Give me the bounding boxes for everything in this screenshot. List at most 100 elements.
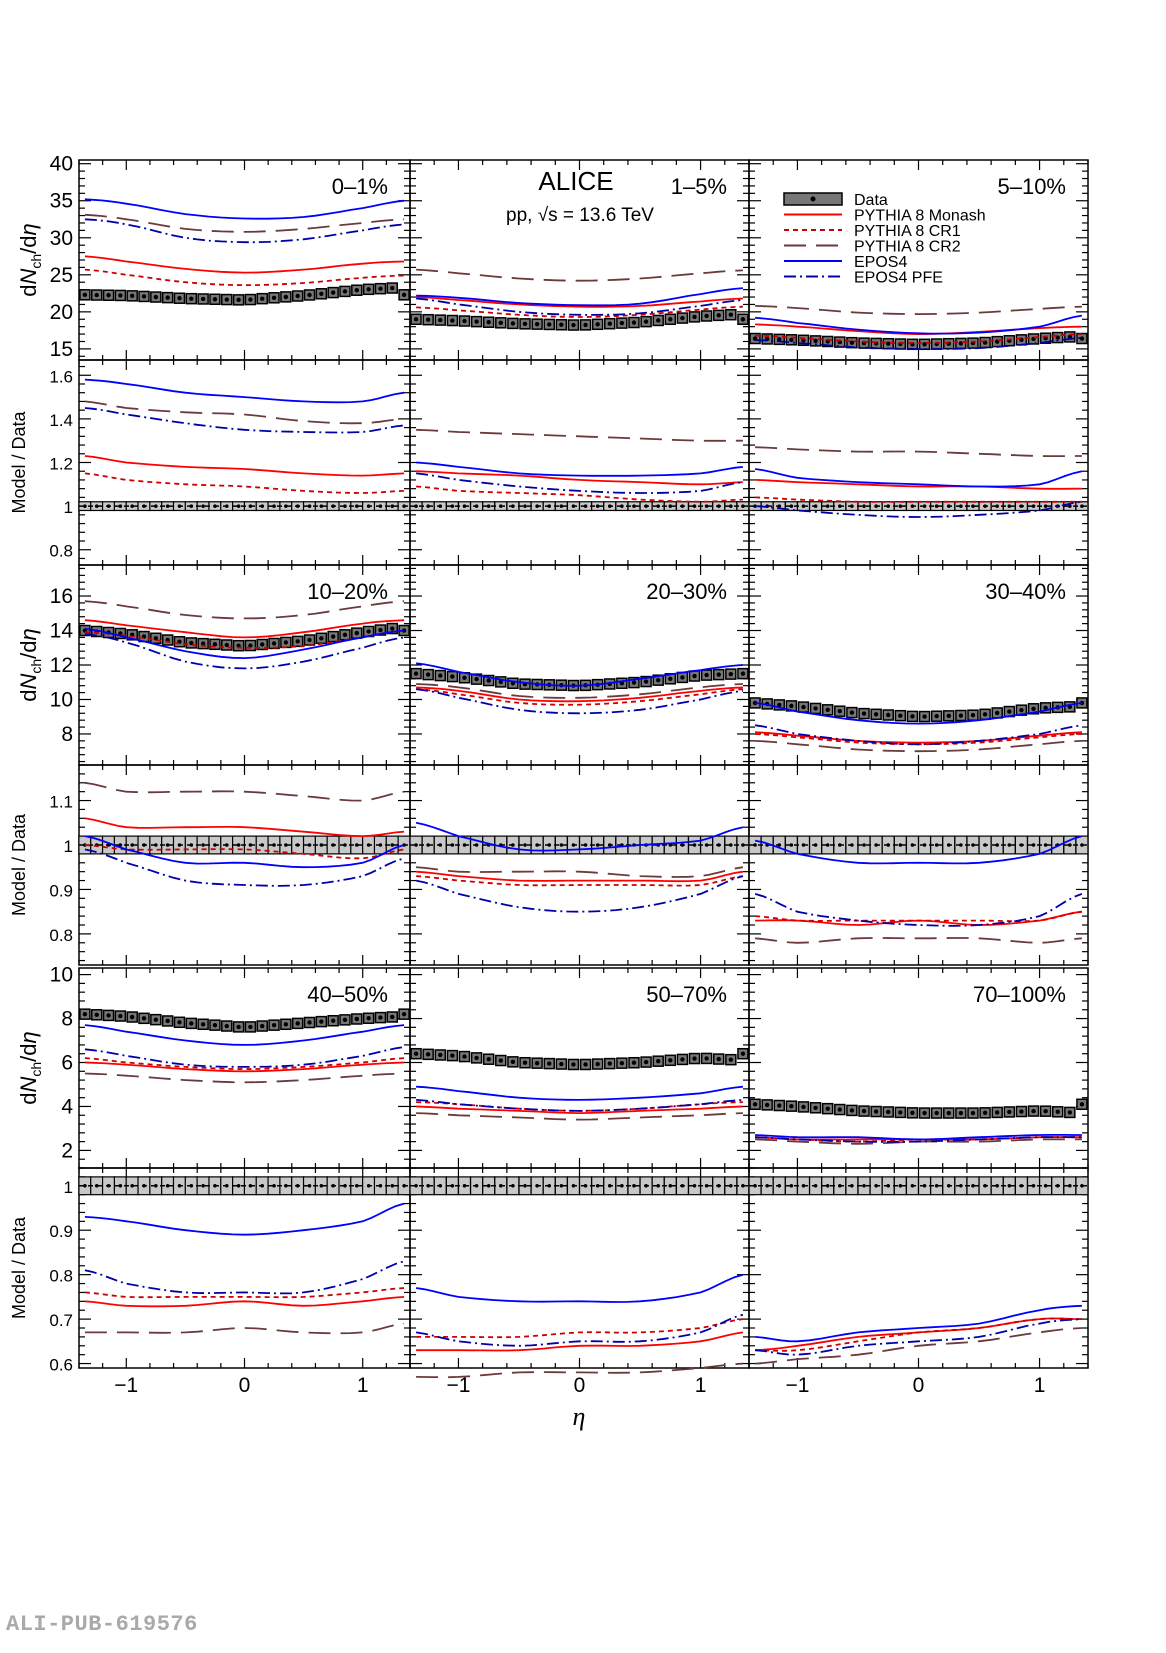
- ratio-point: [729, 843, 733, 847]
- ratio-point: [1068, 1183, 1072, 1188]
- series-epos4: [755, 314, 1083, 335]
- data-point: [390, 626, 395, 631]
- series-monash: [755, 731, 1082, 744]
- series-epos4: [755, 1134, 1082, 1141]
- data-point: [462, 318, 467, 324]
- data-point: [910, 1110, 915, 1116]
- data-point: [271, 1022, 277, 1028]
- data-point: [631, 320, 637, 325]
- centrality-label: 20–30%: [646, 579, 727, 604]
- data-point: [425, 672, 431, 677]
- series-epos4: [416, 287, 743, 307]
- ratio-point: [741, 843, 745, 847]
- ratio-point: [1068, 843, 1072, 847]
- data-point: [970, 712, 976, 718]
- data-point: [354, 288, 360, 293]
- ratio-point: [753, 843, 757, 847]
- data-point: [946, 713, 951, 719]
- series-epos4pfe: [755, 500, 1083, 518]
- series-epos4: [754, 835, 1083, 865]
- ratio-point: [862, 843, 866, 847]
- ratio-point: [272, 1183, 276, 1188]
- data-point: [283, 294, 289, 300]
- ratio-point: [704, 1183, 709, 1188]
- data-point: [825, 1106, 830, 1111]
- data-point: [106, 1013, 111, 1018]
- x-tick-label: 1: [1034, 1374, 1046, 1397]
- data-point: [728, 671, 734, 677]
- pad-frame: [78, 764, 411, 966]
- data-point: [837, 1107, 843, 1112]
- ratio-point: [934, 843, 939, 847]
- data-point: [260, 296, 265, 301]
- series-epos4: [84, 198, 405, 220]
- top-pad: [748, 159, 1089, 361]
- ratio-point: [355, 504, 359, 508]
- data-point: [643, 319, 649, 324]
- ratio-point: [130, 843, 134, 847]
- ratio-point: [450, 843, 455, 847]
- data-point: [886, 712, 891, 718]
- data-point: [330, 634, 336, 639]
- series-epos4pfe: [415, 1313, 744, 1347]
- data-point: [728, 1057, 734, 1062]
- series-epos4pfe: [84, 848, 405, 887]
- ratio-point: [898, 1183, 903, 1188]
- data-point: [177, 296, 182, 301]
- data-point: [378, 1015, 383, 1020]
- series-monash: [416, 296, 743, 308]
- ratio-point: [995, 1183, 999, 1188]
- series-cr1: [416, 1318, 744, 1339]
- series-monash: [84, 619, 405, 639]
- data-point: [571, 1062, 576, 1067]
- data-point: [271, 295, 277, 300]
- y-tick-label: 1: [64, 1178, 73, 1197]
- data-point: [450, 1053, 455, 1058]
- ratio-point: [559, 1183, 564, 1188]
- series-epos4pfe: [754, 893, 1083, 927]
- data-point: [934, 1110, 939, 1116]
- ratio-point: [272, 843, 276, 847]
- ratio-point: [130, 1183, 134, 1188]
- series-cr2: [84, 781, 405, 802]
- data-point: [118, 293, 123, 298]
- ratio-point: [284, 1183, 288, 1188]
- ratio-point: [971, 504, 975, 508]
- data-point: [224, 642, 229, 648]
- data-point: [413, 317, 419, 322]
- y-tick-label: 0.6: [49, 1356, 73, 1375]
- ratio-point: [668, 504, 673, 508]
- y-tick-label: 1.2: [49, 455, 73, 474]
- data-point: [680, 315, 685, 321]
- series-epos4pfe: [416, 472, 744, 494]
- centrality-label: 5–10%: [997, 174, 1066, 199]
- data-point: [813, 338, 818, 344]
- legend-label: PYTHIA 8 CR1: [854, 223, 961, 240]
- data-point: [1043, 705, 1048, 711]
- data-point: [994, 1110, 1000, 1115]
- ratio-point: [1007, 1183, 1012, 1188]
- centrality-label: 0–1%: [332, 174, 388, 199]
- ratio-point: [523, 1183, 527, 1188]
- legend-label: EPOS4 PFE: [854, 270, 943, 287]
- data-point: [607, 321, 612, 326]
- data-point: [849, 710, 855, 715]
- data-point: [825, 707, 830, 713]
- legend-label: PYTHIA 8 Monash: [854, 208, 986, 225]
- data-point: [1055, 1109, 1060, 1114]
- data-point: [425, 317, 431, 322]
- series-cr2: [416, 866, 744, 878]
- data-point: [212, 297, 218, 302]
- pad-frame: [78, 1167, 411, 1369]
- series-monash: [84, 255, 405, 274]
- data-point: [510, 321, 516, 326]
- ratio-point: [165, 1183, 170, 1188]
- ratio-point: [656, 504, 660, 508]
- data-point: [583, 1062, 588, 1067]
- y-tick-label: 40: [50, 153, 73, 176]
- data-point: [342, 1017, 348, 1023]
- series-epos4pfe: [84, 407, 405, 434]
- data-point: [438, 1052, 443, 1058]
- data-point: [450, 318, 455, 323]
- data-point: [1019, 1109, 1024, 1114]
